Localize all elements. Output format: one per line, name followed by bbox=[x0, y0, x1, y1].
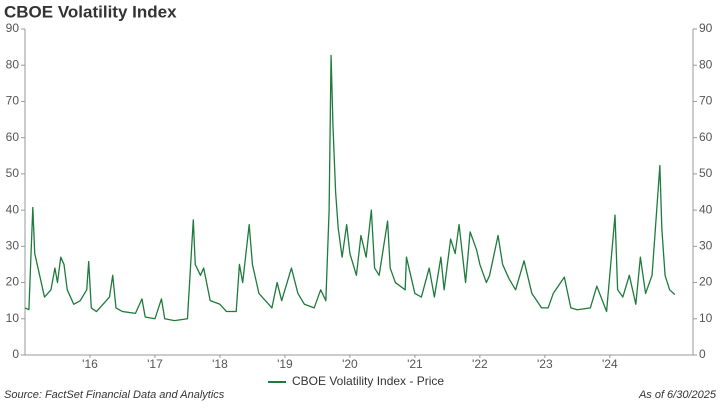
chart-title: CBOE Volatility Index bbox=[4, 2, 177, 21]
x-tick-label: '23 bbox=[537, 357, 553, 371]
y-tick-label: 10 bbox=[6, 311, 20, 325]
x-tick-label: '22 bbox=[472, 357, 488, 371]
y-tick-label: 90 bbox=[6, 21, 20, 35]
y2-tick-label: 40 bbox=[699, 202, 713, 216]
x-tick-label: '21 bbox=[407, 357, 423, 371]
y2-tick-label: 50 bbox=[699, 166, 713, 180]
y-tick-label: 80 bbox=[6, 57, 20, 71]
y-tick-label: 30 bbox=[6, 239, 20, 253]
y-tick-label: 70 bbox=[6, 94, 20, 108]
source: Source: FactSet Financial Data and Analy… bbox=[4, 389, 225, 401]
y-tick-label: 20 bbox=[6, 275, 20, 289]
x-tick-label: '16 bbox=[82, 357, 98, 371]
x-tick-label: '17 bbox=[147, 357, 163, 371]
y2-tick-label: 80 bbox=[699, 57, 713, 71]
price-line bbox=[24, 54, 676, 322]
x-tick-label: '24 bbox=[602, 357, 618, 371]
y-tick-label: 0 bbox=[12, 347, 19, 361]
y2-tick-label: 20 bbox=[699, 275, 713, 289]
x-tick-label: '19 bbox=[277, 357, 293, 371]
y-tick-label: 50 bbox=[6, 166, 20, 180]
legend-label: CBOE Volatility Index - Price bbox=[292, 374, 444, 388]
y2-tick-label: 30 bbox=[699, 239, 713, 253]
y2-tick-label: 10 bbox=[699, 311, 713, 325]
y-tick-label: 40 bbox=[6, 202, 20, 216]
y2-tick-label: 70 bbox=[699, 94, 713, 108]
y2-tick-label: 90 bbox=[699, 21, 713, 35]
note: As of 6/30/2025 bbox=[638, 389, 717, 401]
x-tick-label: '18 bbox=[212, 357, 228, 371]
x-tick-label: '20 bbox=[342, 357, 358, 371]
y-tick-label: 60 bbox=[6, 130, 20, 144]
y2-tick-label: 60 bbox=[699, 130, 713, 144]
y2-tick-label: 0 bbox=[699, 347, 706, 361]
